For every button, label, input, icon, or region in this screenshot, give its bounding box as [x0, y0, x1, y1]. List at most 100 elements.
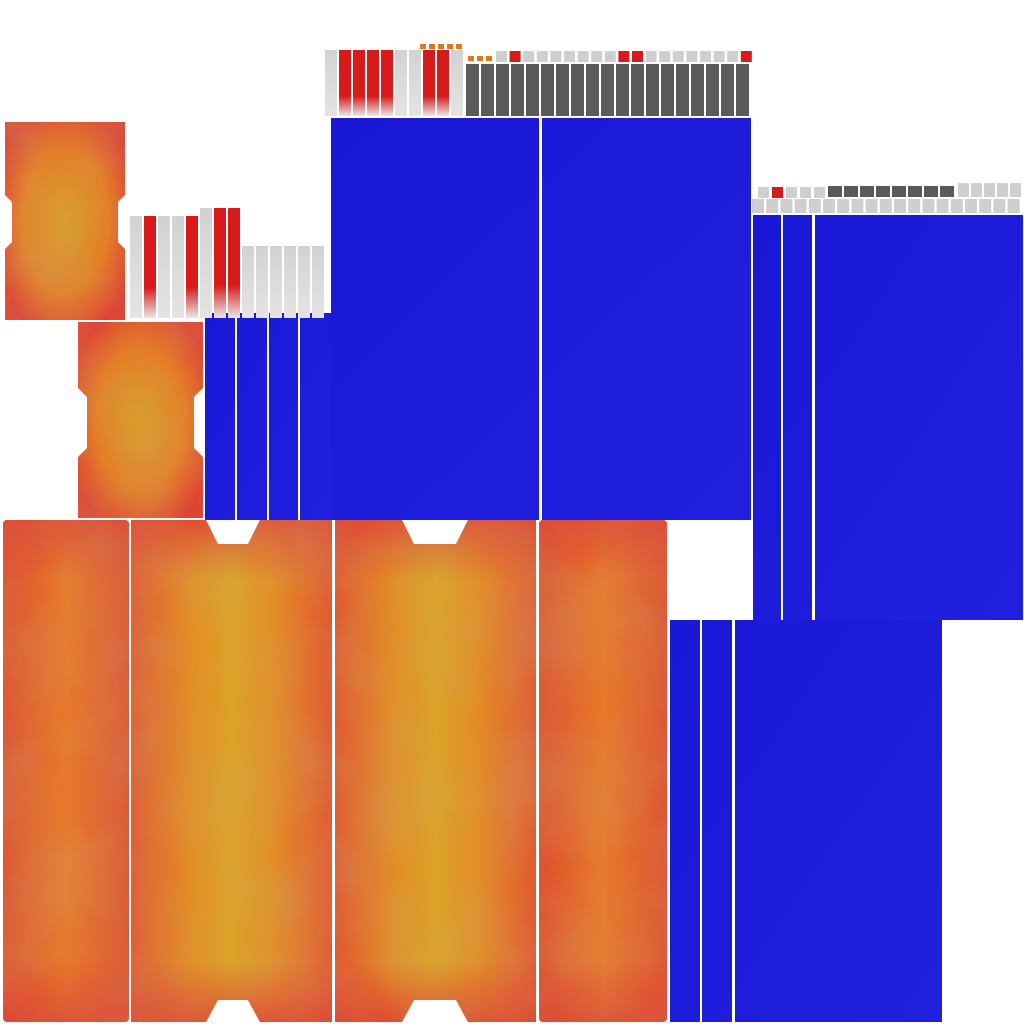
strip-segment — [616, 64, 629, 116]
strip-segment — [172, 216, 184, 318]
orange-tall-panel-2 — [131, 520, 332, 1022]
strip-segment — [367, 50, 379, 116]
strip-cell — [550, 51, 562, 62]
strip-cell — [786, 187, 797, 198]
strip-segment — [381, 50, 393, 116]
blue-panel-top-center — [331, 118, 751, 520]
strip-cell — [780, 199, 793, 213]
strip-segment — [661, 64, 674, 116]
strip-bar-right — [752, 183, 1021, 213]
strip-cell — [713, 51, 725, 62]
strip-cell — [577, 51, 589, 62]
blue-panel-right — [753, 215, 1023, 620]
strip-cell — [876, 186, 890, 197]
strip-segment — [721, 64, 734, 116]
strip-cell — [851, 199, 864, 213]
strip-cell — [971, 183, 982, 197]
strip-dot — [420, 44, 426, 49]
strip-dot — [438, 44, 444, 49]
blue-panel-bottom — [670, 620, 942, 1022]
strip-segment — [242, 246, 254, 318]
strip-segment — [571, 64, 584, 116]
strip-segment — [511, 64, 524, 116]
strip-segment — [541, 64, 554, 116]
strip-segment — [298, 246, 310, 318]
strip-cell — [892, 186, 906, 197]
strip-cell — [700, 51, 711, 62]
strip-cell — [672, 51, 684, 62]
strip-segment — [451, 50, 463, 116]
strip-cell — [924, 186, 938, 197]
strip-cell — [865, 199, 878, 213]
strip-segment — [423, 50, 435, 116]
strip-cell — [752, 199, 764, 213]
strip-cell — [979, 199, 992, 213]
strip-segment — [526, 64, 539, 116]
strip-cell — [794, 199, 807, 213]
strip-cell — [894, 199, 906, 213]
strip-dot — [477, 56, 483, 61]
strip-segment — [158, 216, 170, 318]
strip-segment — [312, 246, 324, 318]
strip-cell — [604, 51, 616, 62]
strip-segment — [130, 216, 142, 318]
strip-segment — [496, 64, 509, 116]
strip-segment — [466, 64, 479, 116]
strip-cell — [908, 199, 921, 213]
strip-cell — [632, 51, 643, 62]
strip-segment — [409, 50, 421, 116]
strip-dot — [447, 44, 453, 49]
strip-segment — [339, 50, 351, 116]
strip-segment — [214, 208, 226, 318]
strip-cell — [496, 51, 507, 62]
orange-small-panel-top — [5, 122, 125, 320]
strip-cell — [564, 51, 575, 62]
strip-segment — [270, 246, 282, 318]
strip-cell — [645, 51, 657, 62]
strip-cell — [523, 51, 535, 62]
strip-segment — [437, 50, 449, 116]
orange-tall-panel-3 — [335, 520, 536, 1022]
strip-segment — [186, 216, 198, 318]
strip-segment — [676, 64, 689, 116]
strip-cell — [965, 199, 977, 213]
strip-segment — [706, 64, 719, 116]
strip-cell — [1007, 199, 1020, 213]
strip-segment — [586, 64, 599, 116]
strip-cell — [997, 183, 1008, 197]
strip-cell — [591, 51, 603, 62]
strip-segment — [256, 246, 268, 318]
strip-cell — [772, 187, 783, 198]
strip-cell — [993, 199, 1006, 213]
strip-segment — [144, 216, 156, 318]
strip-segment — [646, 64, 659, 116]
strip-segment — [481, 64, 494, 116]
strip-cell — [860, 186, 874, 197]
strip-dot — [429, 44, 435, 49]
strip-cell — [908, 186, 922, 197]
blue-panel-left-strips — [205, 313, 331, 520]
strip-cell — [808, 199, 821, 213]
strip-cell — [727, 51, 739, 62]
strip-cell — [1010, 183, 1021, 197]
strip-bar-top — [325, 44, 752, 116]
strip-cell — [758, 187, 769, 198]
strip-cell — [536, 51, 548, 62]
strip-segment — [395, 50, 407, 116]
strip-cell — [984, 183, 995, 197]
strip-segment — [556, 64, 569, 116]
orange-small-panel-middle — [78, 322, 203, 518]
strip-cell — [766, 199, 779, 213]
strip-cell — [509, 51, 521, 62]
strip-segment — [200, 208, 212, 318]
strip-cell — [740, 51, 752, 62]
strip-cell — [618, 51, 630, 62]
strip-segment — [736, 64, 749, 116]
strip-cell — [958, 183, 969, 197]
strip-dot — [486, 56, 492, 61]
strip-cell — [950, 199, 963, 213]
strip-segment — [353, 50, 365, 116]
strip-cell — [814, 187, 825, 198]
strip-cell — [844, 186, 858, 197]
